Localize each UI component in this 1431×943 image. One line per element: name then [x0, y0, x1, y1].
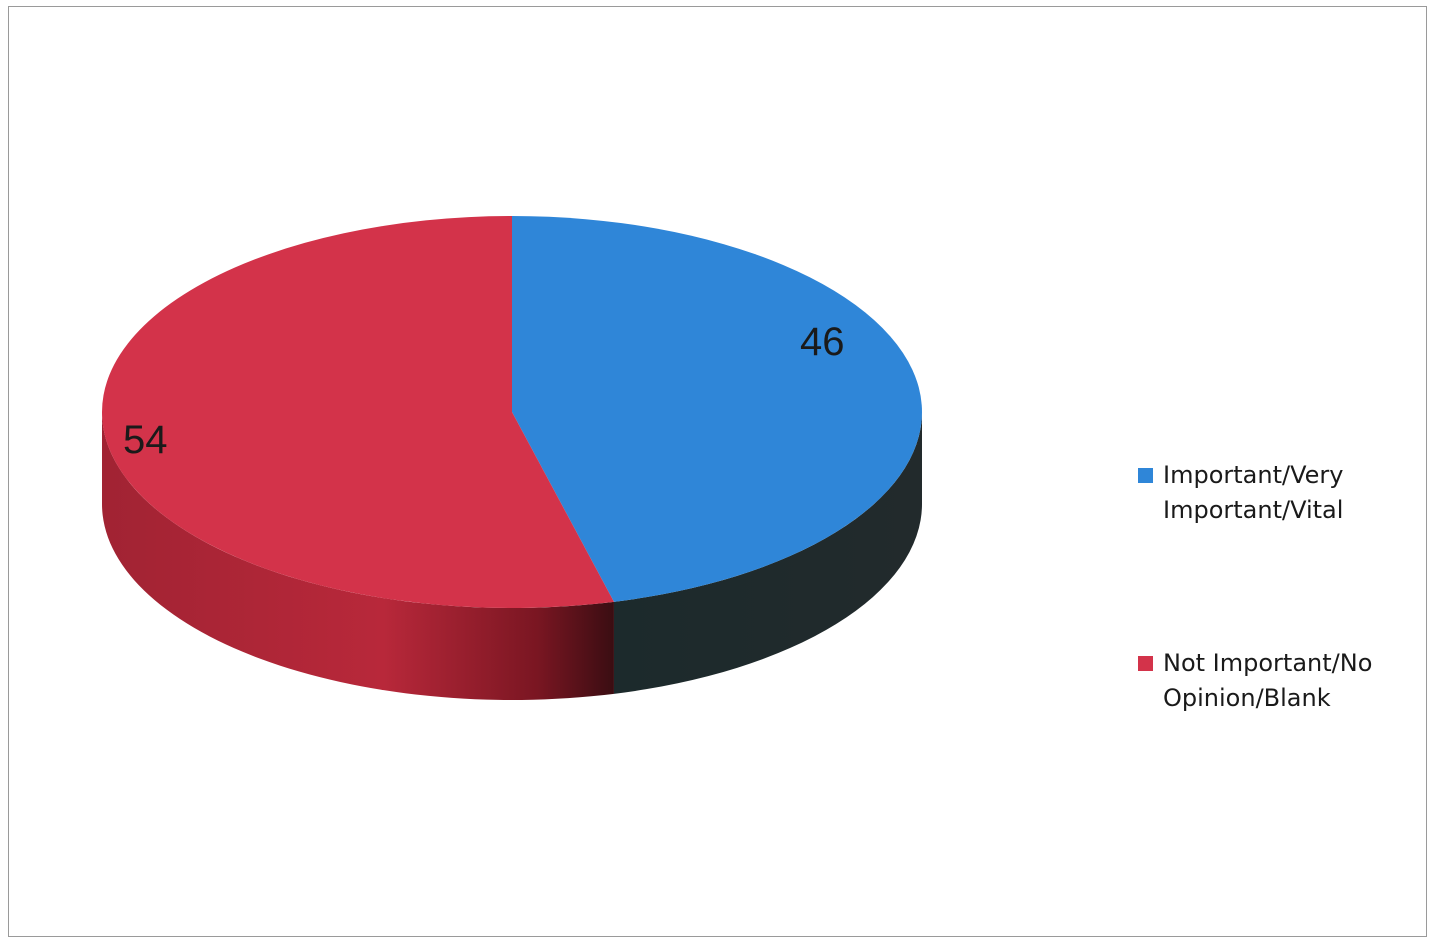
data-label-not-important: 54	[123, 418, 168, 462]
legend-label-not-important-line1: Not Important/No	[1163, 649, 1373, 677]
legend-swatch-not-important	[1138, 656, 1153, 671]
pie-side-not-important	[102, 412, 614, 700]
legend-swatch-important	[1138, 468, 1153, 483]
legend-item-important: Important/Very Important/Vital	[1138, 458, 1408, 528]
legend-label-important-line1: Important/Very	[1163, 461, 1344, 489]
legend: Important/Very Important/Vital Not Impor…	[1138, 458, 1408, 716]
pie-side-important	[613, 412, 922, 694]
legend-label-important-line2: Important/Vital	[1163, 496, 1344, 524]
pie-slice-important	[512, 216, 922, 602]
data-label-important: 46	[800, 320, 845, 364]
pie-slice-not-important	[101, 216, 614, 608]
legend-label-not-important-line2: Opinion/Blank	[1163, 684, 1331, 712]
legend-item-not-important: Not Important/No Opinion/Blank	[1138, 646, 1408, 716]
